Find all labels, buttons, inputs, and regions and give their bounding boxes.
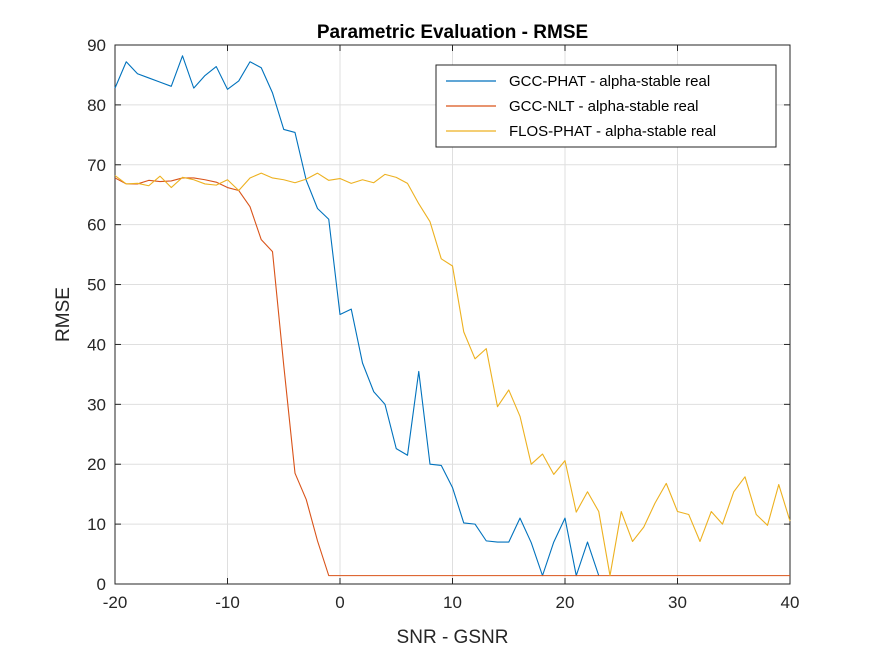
y-tick-label: 70: [87, 156, 106, 175]
legend-label: GCC-NLT - alpha-stable real: [509, 98, 699, 115]
series-layer: [114, 55, 791, 577]
legend-label: FLOS-PHAT - alpha-stable real: [509, 123, 716, 140]
y-tick-label: 80: [87, 96, 106, 115]
series-line-2: [114, 177, 790, 577]
legend: GCC-PHAT - alpha-stable real GCC-NLT - al…: [435, 64, 777, 148]
y-tick-label: 0: [97, 575, 106, 594]
y-tick-label: 60: [87, 216, 106, 235]
x-tick-label: 40: [781, 593, 800, 612]
chart-title: Parametric Evaluation - RMSE: [317, 22, 588, 43]
y-axis-label: RMSE: [53, 287, 74, 342]
series-line-1: [114, 55, 600, 577]
x-tick-label: 30: [668, 593, 687, 612]
x-tick-label: 0: [335, 593, 344, 612]
legend-label: GCC-PHAT - alpha-stable real: [509, 73, 710, 90]
y-tick-label: 20: [87, 455, 106, 474]
y-tick-label: 40: [87, 335, 106, 354]
axis-ticks: -20 -10 0 10 20 30 40 0 10 20 30 40 50 60 70 80 90: [87, 36, 799, 612]
x-tick-label: -20: [103, 593, 128, 612]
y-tick-label: 50: [87, 276, 106, 295]
x-tick-label: 20: [556, 593, 575, 612]
y-tick-label: 10: [87, 515, 106, 534]
x-tick-label: 10: [443, 593, 462, 612]
y-tick-label: 30: [87, 395, 106, 414]
series-line-3: [114, 172, 791, 577]
x-axis-label: SNR - GSNR: [397, 627, 509, 648]
y-tick-label: 90: [87, 36, 106, 55]
x-tick-label: -10: [215, 593, 240, 612]
